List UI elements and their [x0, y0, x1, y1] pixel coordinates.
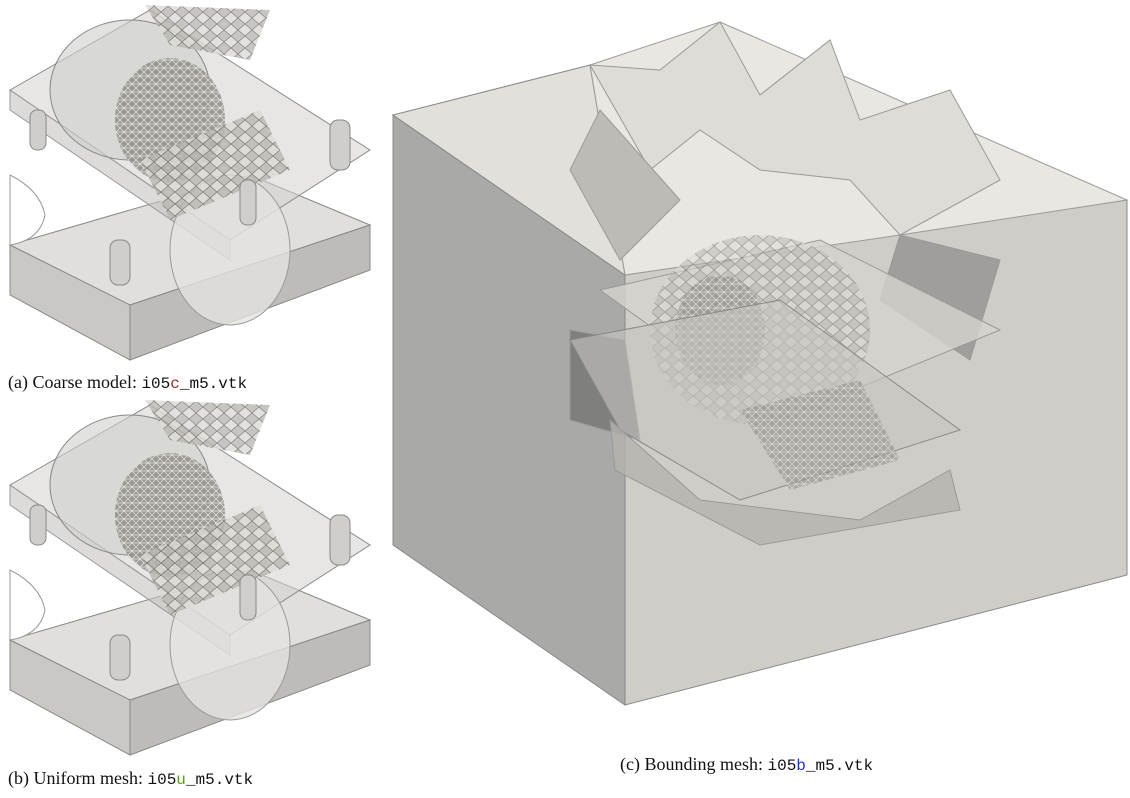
file-stem: i05 [767, 757, 797, 775]
caption-c: (c) Bounding mesh: i05b_m5.vtk [620, 754, 873, 775]
file-suffix: _m5.vtk [805, 757, 874, 775]
caption-b: (b) Uniform mesh: i05u_m5.vtk [8, 768, 253, 789]
caption-label: (c) Bounding mesh: [620, 754, 763, 774]
caption-a: (a) Coarse model: i05c_m5.vtk [8, 372, 247, 393]
file-variant: b [796, 757, 806, 775]
caption-label: (a) Coarse model: [8, 372, 137, 392]
file-suffix: _m5.vtk [179, 375, 248, 393]
file-variant: u [176, 771, 186, 789]
caption-label: (b) Uniform mesh: [8, 768, 143, 788]
coarse-model-render [9, 4, 371, 361]
file-stem: i05 [141, 375, 171, 393]
file-stem: i05 [147, 771, 177, 789]
file-suffix: _m5.vtk [185, 771, 254, 789]
file-variant: c [170, 375, 180, 393]
bounding-mesh-render [391, 21, 1129, 706]
uniform-mesh-render [9, 399, 371, 756]
